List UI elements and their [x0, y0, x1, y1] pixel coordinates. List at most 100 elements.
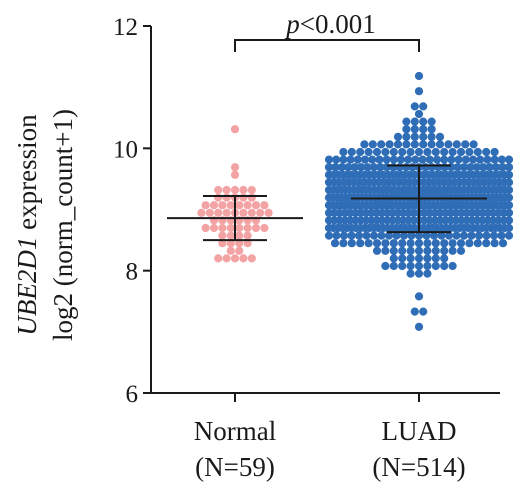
data-point	[466, 163, 475, 172]
data-point	[398, 254, 407, 263]
data-point	[414, 147, 424, 157]
data-point	[247, 185, 256, 195]
y-axis-label-line1-rest: expression	[12, 114, 42, 237]
data-point	[235, 201, 244, 210]
data-point	[398, 239, 407, 248]
data-point	[407, 231, 416, 240]
dot-group-normal	[197, 125, 273, 263]
data-point	[410, 132, 419, 141]
y-tick-label: 10	[113, 136, 138, 163]
data-point	[377, 231, 386, 240]
data-point	[251, 223, 261, 233]
data-point	[402, 125, 411, 134]
data-point	[414, 109, 424, 119]
data-point	[205, 208, 214, 217]
x-category-label: LUAD	[382, 416, 457, 446]
data-point	[372, 147, 382, 157]
data-point	[218, 223, 227, 233]
data-point	[399, 231, 409, 240]
data-point	[243, 239, 252, 248]
data-point	[414, 87, 424, 96]
y-axis: 6 8 10 12	[113, 14, 152, 408]
data-point	[344, 163, 353, 172]
data-point	[389, 147, 398, 157]
data-point	[504, 231, 513, 240]
data-point	[440, 147, 449, 157]
data-point	[235, 246, 244, 255]
data-point	[410, 307, 419, 316]
data-point	[235, 239, 244, 248]
data-point	[423, 261, 432, 271]
data-point	[230, 163, 240, 172]
data-point	[375, 155, 384, 164]
data-point	[347, 147, 356, 157]
data-point	[406, 254, 415, 263]
data-point	[448, 261, 457, 271]
data-point	[247, 254, 256, 263]
data-point	[339, 147, 348, 157]
data-point	[368, 140, 377, 149]
data-point	[435, 140, 445, 149]
data-point	[410, 102, 419, 111]
data-point	[459, 163, 469, 172]
data-point	[214, 254, 223, 263]
data-point	[476, 155, 485, 164]
data-point	[354, 231, 364, 240]
data-point	[226, 231, 235, 240]
data-point	[214, 208, 223, 217]
data-point	[402, 132, 411, 141]
data-point	[393, 140, 403, 149]
data-point	[504, 193, 513, 202]
data-point	[339, 155, 348, 164]
data-point	[432, 155, 442, 164]
data-point	[393, 132, 403, 141]
data-point	[490, 239, 499, 248]
data-point	[440, 239, 449, 248]
data-point	[465, 239, 474, 248]
data-point	[384, 231, 394, 240]
data-point	[422, 231, 431, 240]
data-point	[504, 170, 513, 179]
svg-text:UBE2D1 expression: UBE2D1 expression	[12, 114, 42, 336]
data-point	[350, 163, 359, 172]
data-point	[330, 239, 340, 248]
data-point	[461, 140, 470, 149]
data-point	[453, 163, 462, 172]
data-point	[482, 239, 491, 248]
data-point	[437, 231, 446, 240]
data-point	[226, 239, 235, 248]
data-point	[381, 261, 390, 271]
data-point	[230, 170, 240, 179]
data-point	[479, 163, 488, 172]
data-point	[381, 147, 390, 157]
data-point	[402, 140, 411, 149]
data-point	[389, 246, 398, 255]
data-point	[406, 147, 415, 157]
x-category-label: Normal	[194, 416, 276, 446]
data-point	[339, 231, 349, 240]
p-value-p: p	[284, 9, 300, 39]
data-point	[431, 239, 440, 248]
data-point	[444, 231, 454, 240]
data-point	[398, 147, 407, 157]
data-point	[360, 140, 369, 149]
y-tick-label: 6	[126, 381, 139, 408]
data-point	[410, 140, 419, 149]
y-axis-label-gene: UBE2D1	[12, 237, 42, 336]
data-point	[419, 132, 428, 141]
data-point	[392, 231, 401, 240]
data-point	[209, 201, 219, 210]
data-point	[504, 155, 513, 164]
data-point	[472, 163, 481, 172]
data-point	[264, 208, 273, 217]
data-point	[497, 155, 506, 164]
data-point	[368, 155, 377, 164]
data-point	[389, 155, 398, 164]
data-point	[347, 231, 356, 240]
data-point	[431, 246, 440, 255]
data-point	[364, 147, 373, 157]
y-tick-label: 8	[126, 259, 139, 286]
data-point	[419, 117, 428, 126]
data-point	[260, 223, 269, 233]
